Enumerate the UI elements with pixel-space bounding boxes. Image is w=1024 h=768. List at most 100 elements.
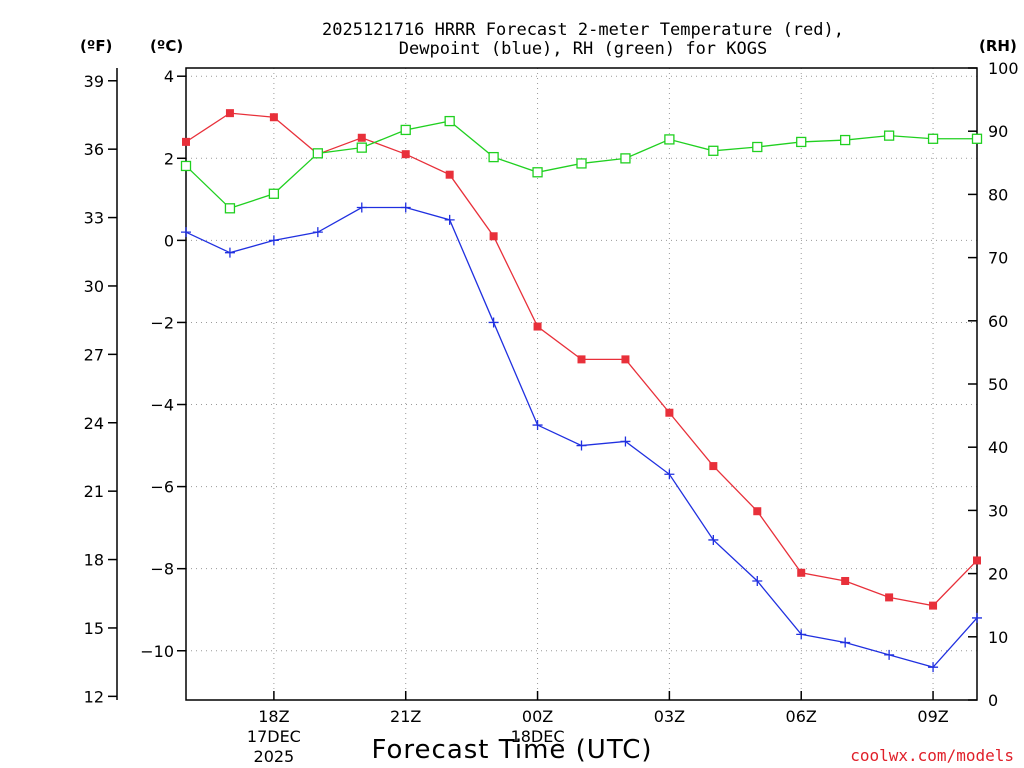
rh-point-17 xyxy=(927,133,939,144)
celsius-tick-label-2: 0 xyxy=(164,231,174,250)
rh-point-18 xyxy=(971,133,983,144)
dewpoint-point-7 xyxy=(488,317,499,328)
rh-point-11 xyxy=(664,134,675,145)
rh-point-16 xyxy=(883,130,895,141)
credit-link[interactable]: coolwx.com/models xyxy=(850,746,1014,765)
fahrenheit-tick-label-6: 21 xyxy=(84,482,104,501)
x-tick-sublabel-0-1: 2025 xyxy=(254,747,295,766)
temperature-point-10 xyxy=(621,355,630,364)
dewpoint-point-5 xyxy=(400,202,411,213)
dewpoint-point-0 xyxy=(181,227,191,238)
dewpoint-point-3 xyxy=(312,227,323,238)
dewpoint-point-6 xyxy=(444,214,455,225)
rh-point-10 xyxy=(620,153,631,164)
rh-tick-label-6: 40 xyxy=(988,438,1008,457)
dewpoint-point-4 xyxy=(356,202,367,213)
rh-point-9 xyxy=(576,158,587,169)
temperature-point-12 xyxy=(709,462,718,471)
dewpoint-point-11 xyxy=(664,469,675,480)
rh-point-5 xyxy=(400,124,411,136)
temperature-point-14 xyxy=(797,568,806,577)
temperature-point-8 xyxy=(533,322,542,331)
temperature-point-17 xyxy=(929,601,938,610)
temperature-point-16 xyxy=(885,593,894,602)
x-tick-label-3: 03Z xyxy=(654,707,685,726)
rh-point-12 xyxy=(708,145,719,156)
fahrenheit-tick-label-9: 12 xyxy=(84,687,104,706)
temperature-point-4 xyxy=(357,133,366,142)
x-axis-label: Forecast Time (UTC) xyxy=(371,735,652,765)
celsius-tick-label-1: 2 xyxy=(164,149,174,168)
x-tick-sublabel-0-0: 17DEC xyxy=(247,727,301,746)
dewpoint-point-14 xyxy=(796,629,807,640)
dewpoint-line xyxy=(185,206,978,668)
temperature-point-9 xyxy=(577,355,586,364)
temperature-point-5 xyxy=(401,150,410,159)
dewpoint-point-2 xyxy=(268,235,279,246)
fahrenheit-tick-label-3: 30 xyxy=(84,277,104,296)
data-series xyxy=(180,109,983,673)
celsius-tick-label-3: −2 xyxy=(150,313,174,332)
dewpoint-point-12 xyxy=(708,534,719,545)
x-tick-label-5: 09Z xyxy=(917,707,948,726)
rh-point-1 xyxy=(224,203,236,214)
chart-title-line-1: 2025121716 HRRR Forecast 2-meter Tempera… xyxy=(322,20,844,40)
rh-tick-label-8: 20 xyxy=(988,565,1008,584)
rh-tick-label-1: 90 xyxy=(988,122,1008,141)
fahrenheit-tick-label-1: 36 xyxy=(84,140,104,159)
temperature-point-18 xyxy=(973,556,981,565)
rh-tick-label-2: 80 xyxy=(988,185,1008,204)
celsius-tick-label-0: 4 xyxy=(164,67,174,86)
temperature-point-2 xyxy=(269,113,278,122)
rh-tick-label-10: 0 xyxy=(988,691,998,710)
dewpoint-point-18 xyxy=(972,612,982,623)
dewpoint-point-13 xyxy=(752,575,763,586)
rh-tick-label-5: 50 xyxy=(988,375,1008,394)
rh-point-8 xyxy=(532,167,543,178)
rh-point-6 xyxy=(444,115,455,127)
dewpoint-point-1 xyxy=(224,247,235,258)
dewpoint-point-15 xyxy=(840,637,851,648)
dewpoint-point-16 xyxy=(884,649,895,660)
temperature-point-0 xyxy=(182,137,190,146)
fahrenheit-tick-label-7: 18 xyxy=(84,551,104,570)
rh-tick-label-0: 100 xyxy=(988,59,1019,78)
temperature-point-6 xyxy=(445,170,454,179)
rh-point-7 xyxy=(488,151,499,163)
chart-title-line-2: Dewpoint (blue), RH (green) for KOGS xyxy=(399,39,767,59)
rh-point-3 xyxy=(312,148,323,159)
temperature-point-1 xyxy=(225,109,234,118)
dewpoint-point-9 xyxy=(576,440,587,451)
x-tick-sublabel-2-0: 18DEC xyxy=(511,727,565,746)
rh-tick-label-4: 60 xyxy=(988,312,1008,331)
rh-tick-label-3: 70 xyxy=(988,249,1008,268)
temperature-point-11 xyxy=(665,408,674,417)
celsius-tick-label-4: −4 xyxy=(150,396,174,415)
rh-tick-label-9: 10 xyxy=(988,628,1008,647)
x-tick-label-1: 21Z xyxy=(390,707,421,726)
dewpoint-point-10 xyxy=(620,436,631,447)
x-tick-label-0: 18Z xyxy=(258,707,289,726)
rh-point-14 xyxy=(796,136,807,148)
fahrenheit-tick-label-8: 15 xyxy=(84,619,104,638)
rh-point-0 xyxy=(180,160,192,172)
temperature-point-15 xyxy=(841,576,850,585)
x-tick-label-4: 06Z xyxy=(786,707,817,726)
x-tick-label-2: 00Z xyxy=(522,707,553,726)
dewpoint-point-17 xyxy=(928,662,939,673)
fahrenheit-unit-label: (ºF) xyxy=(80,37,112,55)
celsius-tick-label-6: −8 xyxy=(150,560,174,579)
tick-labels: 420−2−4−6−8−1039363330272421181512100908… xyxy=(84,59,1019,766)
rh-tick-label-7: 30 xyxy=(988,501,1008,520)
celsius-tick-label-5: −6 xyxy=(150,478,174,497)
fahrenheit-tick-label-2: 33 xyxy=(84,209,104,228)
dewpoint-point-8 xyxy=(532,420,543,431)
celsius-tick-label-7: −10 xyxy=(140,642,174,661)
axes xyxy=(116,67,978,701)
rh-point-15 xyxy=(840,134,851,146)
fahrenheit-tick-label-4: 27 xyxy=(84,345,104,364)
rh-point-13 xyxy=(752,141,763,153)
rh-point-4 xyxy=(356,142,367,153)
fahrenheit-tick-label-0: 39 xyxy=(84,72,104,91)
